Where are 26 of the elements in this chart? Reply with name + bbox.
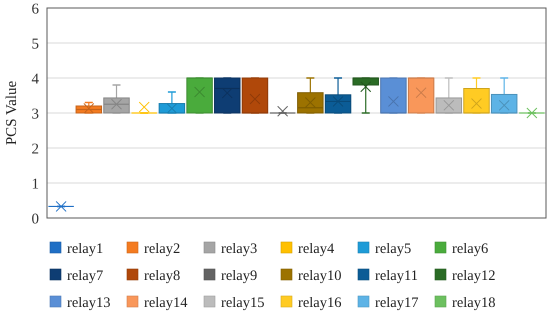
legend-label: relay15: [221, 295, 264, 312]
legend-label: relay2: [144, 241, 180, 258]
legend-label: relay12: [452, 268, 496, 284]
legend-label: relay3: [221, 241, 258, 258]
legend-label: relay18: [452, 295, 496, 312]
y-tick-label: 4: [32, 71, 40, 88]
legend-label: relay6: [452, 241, 488, 258]
legend-label: relay11: [375, 268, 418, 284]
y-tick-label: 0: [32, 211, 39, 228]
legend-label: relay4: [298, 241, 335, 258]
legend-label: relay16: [298, 295, 342, 312]
legend-label: relay13: [67, 295, 110, 312]
legend-label: relay8: [144, 268, 180, 284]
y-tick-label: 6: [32, 1, 40, 18]
legend-label: relay10: [298, 268, 342, 284]
legend-label: relay5: [375, 241, 412, 258]
y-tick-label: 2: [32, 141, 39, 158]
y-tick-label: 3: [32, 106, 39, 122]
y-tick-label: 1: [32, 176, 39, 192]
y-tick-label: 5: [32, 36, 39, 52]
legend-label: relay14: [144, 295, 188, 312]
legend-label: relay17: [375, 295, 418, 312]
legend-label: relay9: [221, 268, 258, 284]
legend-label: relay7: [67, 268, 104, 284]
y-axis-title: PCS Value: [4, 80, 20, 146]
legend-label: relay1: [67, 241, 104, 258]
